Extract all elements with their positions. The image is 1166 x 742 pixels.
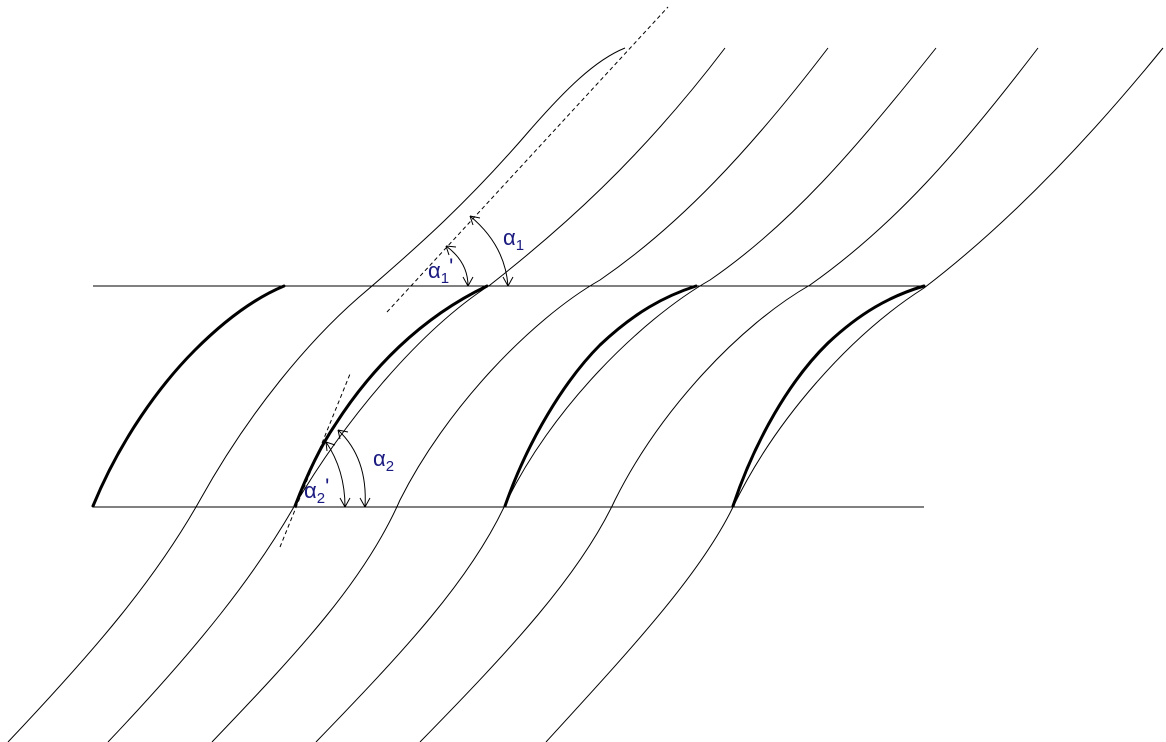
streamline-6 [545,47,1164,742]
streamline-5 [419,47,1039,742]
alpha2-symbol: α [373,446,386,471]
alpha2-prime-mark: ' [325,474,329,499]
alpha1-label: α1 [503,225,524,254]
streamline-2 [107,47,726,742]
blade-3 [503,284,698,508]
tangent-line-inlet [386,6,669,313]
alpha1-prime-subscript: 1 [441,270,449,287]
streamline-4 [315,47,937,742]
alpha1-angle-arc [469,215,509,287]
alpha2-arrowhead-top [337,429,349,440]
streamline-1 [7,47,626,742]
alpha2-arrowhead-bottom [359,497,371,508]
alpha2-subscript: 2 [386,458,394,475]
alpha1-prime-arrowhead-top [445,245,457,256]
blade-4 [731,284,926,508]
alpha2-prime-arrowhead-bottom [339,497,351,508]
blade-1 [91,284,286,508]
alpha1-prime-symbol: α [428,258,441,283]
alpha2-label: α2 [373,446,394,475]
alpha1-symbol: α [503,225,516,250]
alpha2-prime-angle-arc [325,441,346,508]
alpha1-prime-label: α1' [428,254,453,287]
alpha1-prime-arrowhead-bottom [462,276,474,287]
streamline-3 [211,47,829,742]
alpha2-angle-arc [337,429,366,508]
tangent-line-outlet [279,373,351,548]
alpha2-prime-arrowhead-top [325,441,336,452]
alpha1-arrowhead-top [469,215,481,226]
alpha1-subscript: 1 [516,237,524,254]
alpha2-prime-subscript: 2 [317,490,325,507]
alpha1-arrowhead-bottom [502,276,514,287]
alpha2-prime-symbol: α [304,478,317,503]
blade-2 [293,284,489,508]
alpha1-prime-angle-arc [445,245,469,287]
alpha2-prime-label: α2' [304,474,329,507]
alpha1-prime-mark: ' [449,254,453,279]
